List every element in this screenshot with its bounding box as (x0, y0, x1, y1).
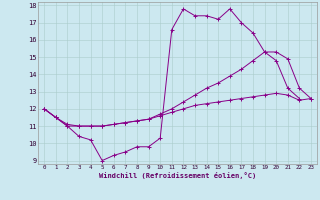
X-axis label: Windchill (Refroidissement éolien,°C): Windchill (Refroidissement éolien,°C) (99, 172, 256, 179)
